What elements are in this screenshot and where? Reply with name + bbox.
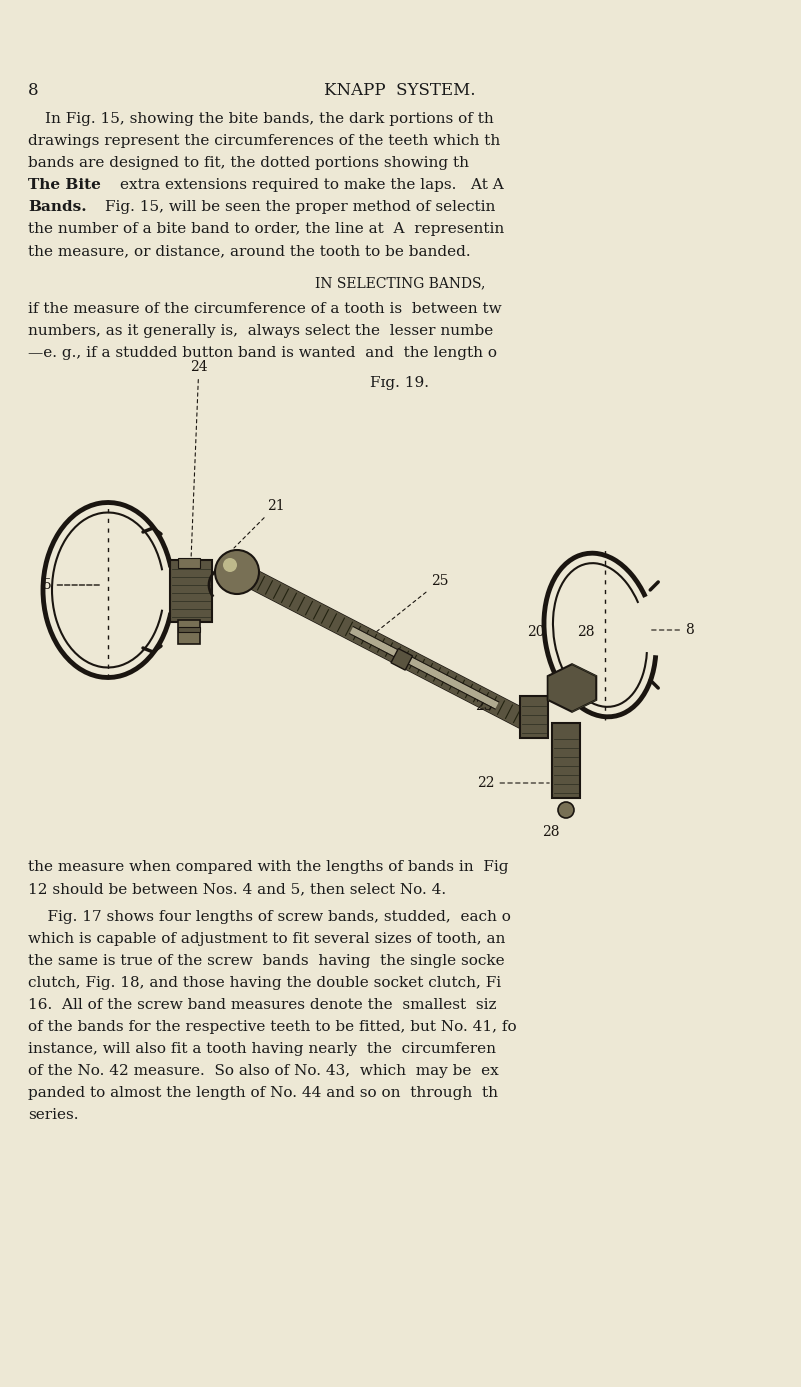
Text: 8: 8	[650, 623, 694, 637]
Text: Bands.: Bands.	[28, 200, 87, 214]
Bar	[552, 723, 580, 798]
Bar	[178, 627, 200, 632]
Text: 12 should be between Nos. 4 and 5, then select No. 4.: 12 should be between Nos. 4 and 5, then …	[28, 882, 446, 896]
Text: 16.  All of the screw band measures denote the  smallest  siz: 16. All of the screw band measures denot…	[28, 999, 497, 1013]
Bar	[391, 649, 413, 670]
Text: 8: 8	[28, 82, 38, 98]
Text: —e. g., if a studded button band is wanted  and  the length o: —e. g., if a studded button band is want…	[28, 345, 497, 361]
Text: Fɪg. 19.: Fɪg. 19.	[371, 376, 429, 390]
Text: drawings represent the circumferences of the teeth which th: drawings represent the circumferences of…	[28, 135, 501, 148]
Text: the measure, or distance, around the tooth to be banded.: the measure, or distance, around the too…	[28, 244, 471, 258]
Text: In Fig. 15, showing the bite bands, the dark portions of th: In Fig. 15, showing the bite bands, the …	[45, 112, 493, 126]
Circle shape	[558, 802, 574, 818]
Text: IN SELECTING BANDS,: IN SELECTING BANDS,	[315, 276, 485, 290]
Text: 24: 24	[190, 361, 207, 558]
Circle shape	[223, 558, 237, 571]
Text: which is capable of adjustment to fit several sizes of tooth, an: which is capable of adjustment to fit se…	[28, 932, 505, 946]
Text: 23: 23	[475, 699, 493, 713]
Text: of the No. 42 measure.  So also of No. 43,  which  may be  eх: of the No. 42 measure. So also of No. 43…	[28, 1064, 499, 1078]
Circle shape	[215, 551, 259, 594]
Text: instance, will also fit a tooth having nearly  the  circumferen: instance, will also fit a tooth having n…	[28, 1042, 496, 1056]
Text: extra extensions required to make the laps.   At A: extra extensions required to make the la…	[120, 178, 504, 191]
Text: 21: 21	[234, 499, 284, 548]
Text: Fig. 17 shows four lengths of screw bands, studded,  each o: Fig. 17 shows four lengths of screw band…	[28, 910, 511, 924]
Text: 22: 22	[477, 775, 549, 791]
Text: of the bands for the respective teeth to be fitted, but No. 41, fo: of the bands for the respective teeth to…	[28, 1019, 517, 1033]
Polygon shape	[548, 664, 596, 712]
Text: KNAPP  SYSTEM.: KNAPP SYSTEM.	[324, 82, 476, 98]
Text: 5: 5	[43, 578, 100, 592]
Text: 28: 28	[577, 626, 594, 639]
Text: numbers, as it generally is,  always select the  lesser numbe: numbers, as it generally is, always sele…	[28, 325, 493, 338]
Text: clutch, Fig. 18, and those having the double socket clutch, Fi: clutch, Fig. 18, and those having the do…	[28, 976, 501, 990]
Bar	[178, 558, 200, 569]
Text: panded to almost the length of No. 44 and so on  through  th: panded to almost the length of No. 44 an…	[28, 1086, 498, 1100]
Text: the same is true of the screw  bands  having  the single socke: the same is true of the screw bands havi…	[28, 954, 505, 968]
Text: 28: 28	[542, 825, 560, 839]
Bar	[178, 620, 200, 644]
Text: the number of a bite band to order, the line at  A  representin: the number of a bite band to order, the …	[28, 222, 505, 236]
Text: the measure when compared with the lengths of bands in  Fiɡ: the measure when compared with the lengt…	[28, 860, 509, 874]
Text: The Bite: The Bite	[28, 178, 101, 191]
Text: 20: 20	[527, 626, 545, 639]
Text: Fig. 15, will be seen the proper method of selectin: Fig. 15, will be seen the proper method …	[105, 200, 495, 214]
Text: series.: series.	[28, 1108, 78, 1122]
Text: if the measure of the circumference of a tooth is  between tw: if the measure of the circumference of a…	[28, 302, 501, 316]
Text: bands are designed to fit, the dotted portions showing th: bands are designed to fit, the dotted po…	[28, 155, 469, 171]
Bar	[170, 560, 212, 621]
Bar	[520, 696, 548, 738]
Text: 25: 25	[376, 574, 449, 631]
